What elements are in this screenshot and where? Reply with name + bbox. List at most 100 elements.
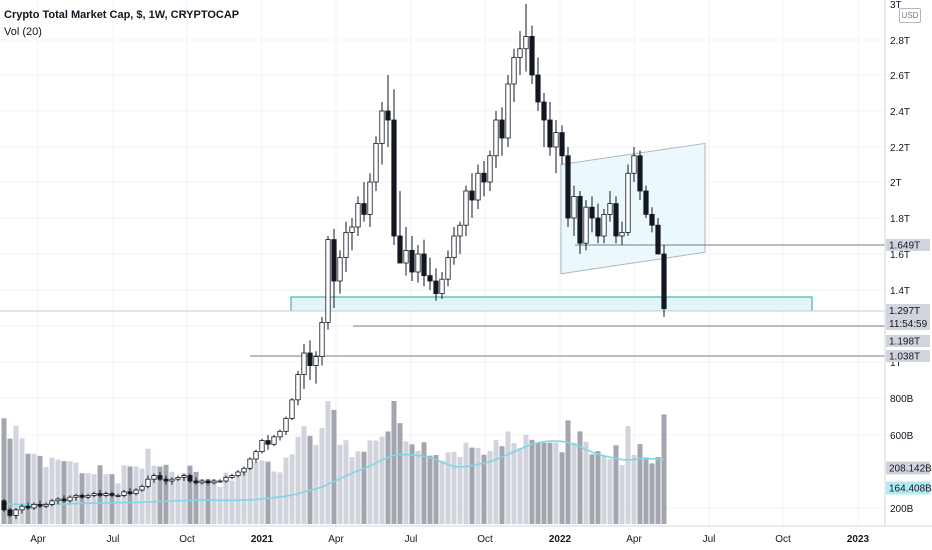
candle-body (559, 132, 565, 157)
candle (631, 147, 637, 182)
x-tick-label: Apr (328, 534, 344, 545)
candle-body (223, 476, 229, 482)
candle-body (589, 206, 595, 219)
volume-bar (421, 442, 427, 524)
candle-body (331, 239, 337, 282)
candle (343, 221, 349, 272)
price-label-3-text: 1.038T (889, 352, 920, 363)
candle (61, 495, 67, 503)
candle (67, 495, 73, 503)
candle-body (403, 249, 409, 264)
candle (241, 466, 247, 476)
y-tick-label: 1T (890, 358, 902, 369)
volume-bar (253, 462, 259, 524)
x-tick-label: 2023 (847, 534, 870, 545)
volume-value-label: 208.142B (886, 461, 932, 475)
candle (397, 191, 403, 264)
volume-bar (241, 468, 247, 524)
candle (391, 89, 397, 245)
volume-bar (73, 462, 79, 524)
volume-bar (427, 455, 433, 524)
volume-indicator-label[interactable]: Vol (20) (4, 26, 42, 38)
candle-body (19, 505, 25, 511)
y-tick-label: 1.8T (890, 214, 910, 225)
candle-body (157, 475, 163, 480)
price-label-3-box (886, 350, 930, 362)
volume-bar (595, 451, 601, 524)
candle (451, 227, 457, 265)
price-label-2: 1.198T (886, 335, 930, 348)
candle (55, 497, 61, 505)
candle-body (613, 203, 619, 237)
y-tick-label: 200B (890, 504, 914, 515)
candle (163, 475, 169, 485)
y-tick-label: 2T (890, 178, 902, 189)
volume-bar (247, 459, 253, 524)
candle-body (553, 132, 559, 148)
candle-body (565, 155, 571, 219)
candle (265, 435, 271, 450)
candle-body (529, 36, 535, 76)
candles (1, 4, 667, 520)
y-tick-label: 2.2T (890, 143, 910, 154)
candle (493, 111, 499, 168)
volume-bar (25, 453, 31, 524)
volume-bar (439, 460, 445, 524)
countdown-text: 11:54:59 (889, 319, 928, 330)
volume-bar (313, 445, 319, 524)
candle (133, 488, 139, 496)
candle (601, 209, 607, 244)
candle (547, 102, 553, 156)
volume-bar (7, 438, 13, 524)
candle (223, 475, 229, 483)
currency-button[interactable]: USD (899, 8, 921, 23)
candle (295, 371, 301, 406)
volume-bar (517, 447, 523, 524)
volume-bar (391, 401, 397, 524)
candle (487, 150, 493, 191)
x-tick-label: Apr (626, 534, 642, 545)
price-label-1-box (886, 239, 930, 251)
candle (433, 268, 439, 301)
candle (19, 504, 25, 514)
candle-body (349, 226, 355, 233)
candle-body (355, 203, 361, 228)
volume-bar (193, 471, 199, 524)
candle-body (469, 190, 475, 201)
candle-body (205, 480, 211, 484)
volume-bar (553, 442, 559, 524)
support-zone (290, 296, 813, 312)
candle-body (235, 471, 241, 476)
volume-bar (187, 465, 193, 524)
candle (253, 449, 259, 463)
candle (229, 473, 235, 480)
candle-body (547, 119, 553, 148)
candle-body (463, 190, 469, 226)
candle (103, 491, 109, 498)
candle (157, 472, 163, 481)
volume-bar (151, 465, 157, 524)
candle (409, 236, 415, 281)
volume-bar (109, 474, 115, 524)
candle-body (661, 253, 667, 309)
candle-body (163, 478, 169, 482)
candle (577, 191, 583, 254)
candle (121, 490, 127, 498)
candle (625, 164, 631, 236)
candle (199, 479, 205, 485)
candle-body (193, 480, 199, 484)
candle (79, 493, 85, 499)
last-price-label: 1.297T 11:54:59 (886, 304, 930, 330)
candle (43, 502, 49, 508)
x-tick-label: Oct (775, 534, 791, 545)
y-tick-label: 800B (890, 394, 914, 405)
candle (151, 473, 157, 483)
volume-bar (529, 439, 535, 524)
volume-ma-line (3, 440, 665, 506)
candle-body (307, 352, 313, 367)
candle-body (187, 475, 193, 482)
volume-bar (301, 426, 307, 524)
volume-ma-label-text: 164.408B (889, 484, 932, 495)
candle-body (379, 110, 385, 144)
